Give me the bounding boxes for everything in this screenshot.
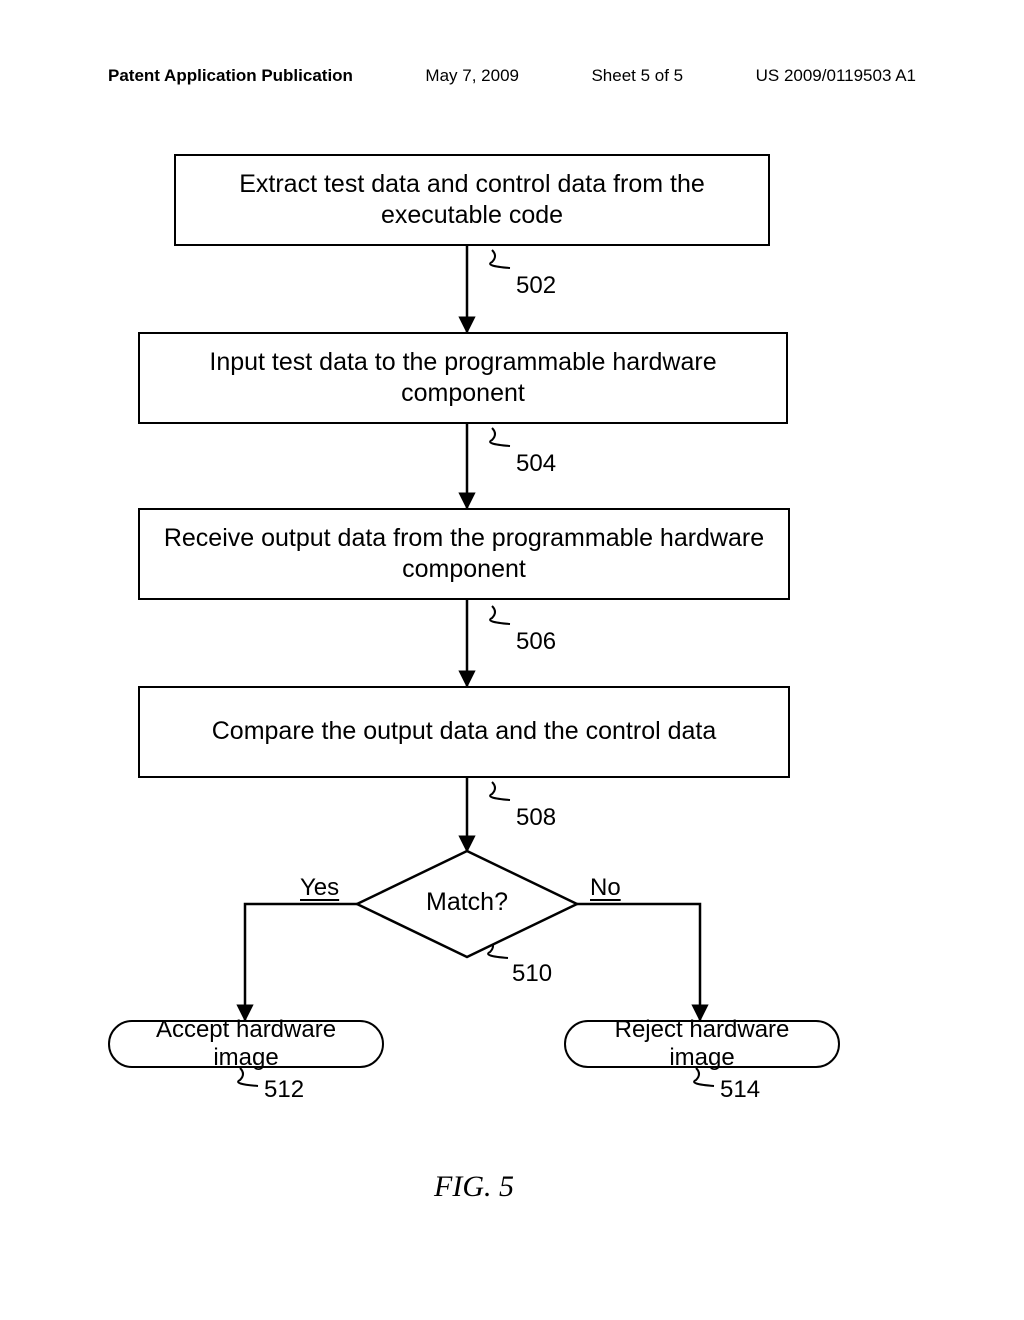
process-text: Compare the output data and the control … bbox=[212, 716, 717, 747]
ref-tick bbox=[490, 782, 510, 800]
edge bbox=[245, 904, 357, 1020]
ref-num-506: 506 bbox=[516, 628, 556, 656]
terminator-text: Accept hardware image bbox=[128, 1016, 364, 1072]
process-text: Input test data to the programmable hard… bbox=[160, 347, 766, 410]
ref-num-510: 510 bbox=[512, 960, 552, 988]
flowchart-canvas: Extract test data and control data from … bbox=[0, 0, 1024, 1320]
terminator-514: Reject hardware image bbox=[564, 1020, 840, 1068]
ref-tick bbox=[490, 606, 510, 624]
process-text: Receive output data from the programmabl… bbox=[160, 523, 768, 586]
decision-no-label: No bbox=[590, 874, 621, 902]
ref-tick bbox=[490, 250, 510, 268]
process-box-508: Compare the output data and the control … bbox=[138, 686, 790, 778]
process-text: Extract test data and control data from … bbox=[196, 169, 748, 232]
ref-num-514: 514 bbox=[720, 1076, 760, 1104]
terminator-text: Reject hardware image bbox=[584, 1016, 820, 1072]
decision-yes-label: Yes bbox=[300, 874, 339, 902]
ref-num-502: 502 bbox=[516, 272, 556, 300]
ref-num-508: 508 bbox=[516, 804, 556, 832]
process-box-506: Receive output data from the programmabl… bbox=[138, 508, 790, 600]
process-box-502: Extract test data and control data from … bbox=[174, 154, 770, 246]
process-box-504: Input test data to the programmable hard… bbox=[138, 332, 788, 424]
decision-text: Match? bbox=[407, 888, 527, 917]
ref-tick bbox=[490, 428, 510, 446]
ref-num-504: 504 bbox=[516, 450, 556, 478]
edge bbox=[577, 904, 700, 1020]
ref-num-512: 512 bbox=[264, 1076, 304, 1104]
terminator-512: Accept hardware image bbox=[108, 1020, 384, 1068]
figure-caption: FIG. 5 bbox=[434, 1170, 514, 1204]
